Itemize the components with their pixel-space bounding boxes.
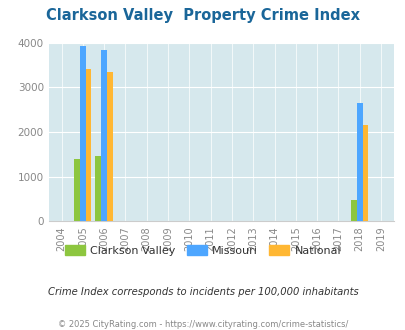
- Bar: [350, 200, 356, 221]
- Text: © 2025 CityRating.com - https://www.cityrating.com/crime-statistics/: © 2025 CityRating.com - https://www.city…: [58, 320, 347, 329]
- Bar: [101, 50, 107, 221]
- Text: Clarkson Valley  Property Crime Index: Clarkson Valley Property Crime Index: [46, 8, 359, 23]
- Bar: [107, 72, 113, 221]
- Bar: [95, 156, 101, 221]
- Legend: Clarkson Valley, Missouri, National: Clarkson Valley, Missouri, National: [60, 241, 345, 260]
- Bar: [356, 103, 362, 221]
- Bar: [85, 69, 91, 221]
- Bar: [362, 125, 367, 221]
- Text: Crime Index corresponds to incidents per 100,000 inhabitants: Crime Index corresponds to incidents per…: [47, 287, 358, 297]
- Bar: [80, 46, 85, 221]
- Bar: [74, 159, 80, 221]
